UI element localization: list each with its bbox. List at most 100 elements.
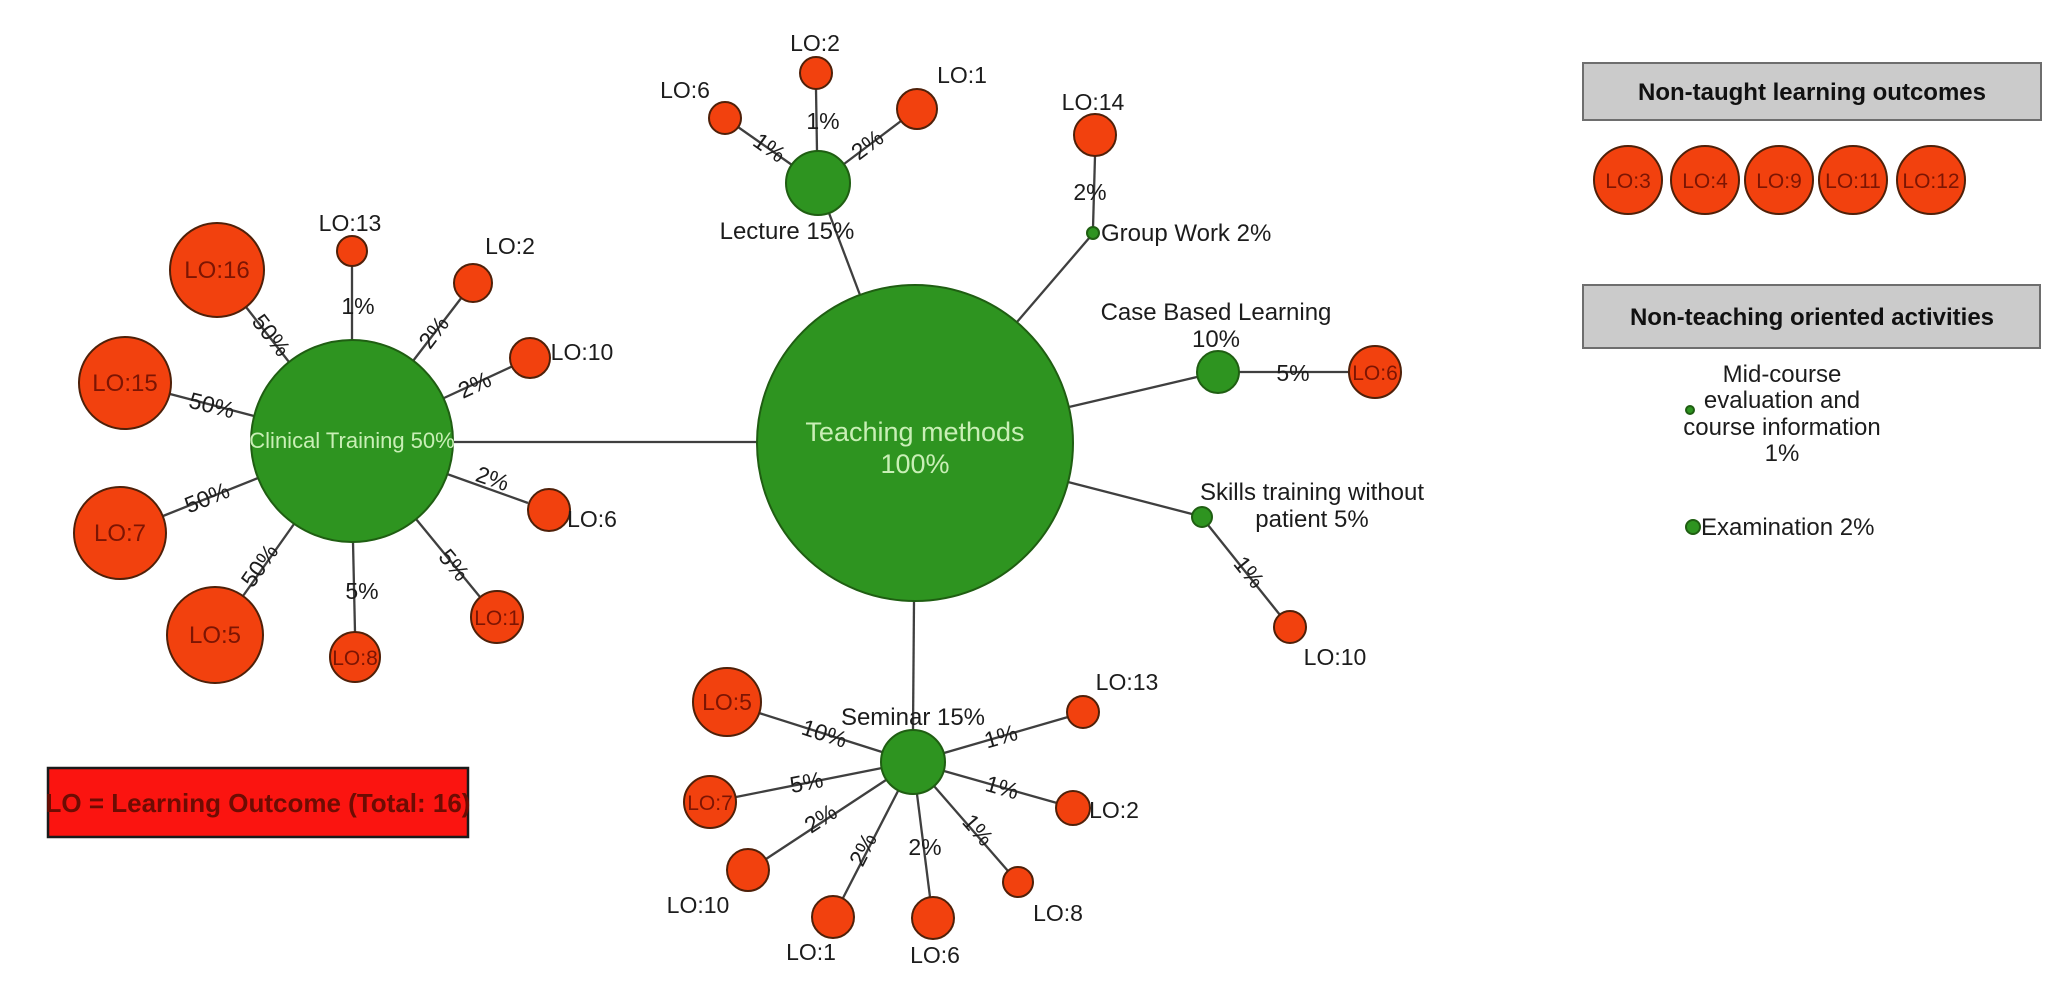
case-based-learning-label-line1: Case Based Learning xyxy=(1101,299,1332,326)
legend-box xyxy=(46,766,470,839)
edge-lecture-lo1 xyxy=(843,120,902,165)
clinical-lo10-pct: 2% xyxy=(454,366,495,404)
teaching-methods-label-line2: 100% xyxy=(880,449,949,479)
clinical-lo5-label: LO:5 xyxy=(189,622,241,649)
case-based-learning-label-line2: 10% xyxy=(1192,326,1240,353)
lecture-lo6-node xyxy=(708,101,742,135)
edge-teaching-groupwork xyxy=(1016,236,1091,323)
edge-clinical-lo1 xyxy=(415,518,481,598)
clinical-training-label: Clinical Training 50% xyxy=(249,428,454,453)
seminar-lo8-label: LO:8 xyxy=(1033,900,1083,926)
seminar-lo6-label: LO:6 xyxy=(910,942,960,968)
edge-teaching-casebased xyxy=(1068,375,1198,409)
skills-training-label-line1: Skills training without xyxy=(1200,479,1424,506)
skills-lo10-label: LO:10 xyxy=(1304,644,1367,670)
seminar-lo7-pct: 5% xyxy=(788,766,826,798)
clinical-lo5-node xyxy=(166,586,264,684)
lecture-lo2-pct: 1% xyxy=(806,108,839,134)
clinical-lo6-node xyxy=(527,488,571,532)
casebased-lo6-node xyxy=(1348,345,1402,399)
clinical-lo15-pct: 50% xyxy=(186,387,237,423)
mid-course-line3: course information xyxy=(1683,414,1880,441)
clinical-lo13-node xyxy=(336,235,368,267)
non-taught-lo12-label: LO:12 xyxy=(1902,170,1959,193)
lecture-lo1-node xyxy=(896,88,938,130)
group-work-label: Group Work 2% xyxy=(1101,220,1271,247)
edge-teaching-seminar xyxy=(911,600,916,731)
clinical-lo1-label: LO:1 xyxy=(474,607,520,630)
seminar-lo10-label: LO:10 xyxy=(667,892,730,918)
clinical-lo6-label: LO:6 xyxy=(567,506,617,532)
clinical-lo8-node xyxy=(329,631,381,683)
seminar-lo7-node xyxy=(683,775,737,829)
non-taught-lo3-label: LO:3 xyxy=(1605,170,1651,193)
clinical-lo7-label: LO:7 xyxy=(94,520,146,547)
mid-course-line1: Mid-course xyxy=(1723,361,1842,388)
lecture-node xyxy=(785,150,851,216)
seminar-lo1-label: LO:1 xyxy=(786,939,836,965)
edge-seminar-lo8 xyxy=(933,785,1009,872)
lecture-lo2-node xyxy=(799,56,833,90)
non-taught-lo11-label: LO:11 xyxy=(1825,170,1881,193)
edge-teaching-lecture xyxy=(827,212,862,296)
edge-lecture-lo2 xyxy=(814,88,819,152)
edge-teaching-skills xyxy=(1067,480,1193,516)
non-taught-lo9-node xyxy=(1744,145,1814,215)
non-taught-lo9-label: LO:9 xyxy=(1756,170,1802,193)
non-taught-title: Non-taught learning outcomes xyxy=(1638,79,1986,106)
seminar-lo2-pct: 1% xyxy=(983,770,1022,804)
skills-training-label-line2: patient 5% xyxy=(1255,506,1368,533)
skills-training-node xyxy=(1191,506,1213,528)
non-taught-lo3-node xyxy=(1593,145,1663,215)
edge-seminar-lo7 xyxy=(735,766,883,799)
seminar-lo8-node xyxy=(1002,866,1034,898)
seminar-lo5-label: LO:5 xyxy=(702,689,752,715)
edge-seminar-lo13 xyxy=(943,715,1069,755)
seminar-node xyxy=(880,729,946,795)
legend-text: LO = Learning Outcome (Total: 16) xyxy=(46,788,471,818)
non-taught-lo4-node xyxy=(1670,145,1740,215)
edge-clinical-lo8 xyxy=(351,541,357,633)
seminar-lo13-pct: 1% xyxy=(981,719,1020,753)
edge-clinical-lo5 xyxy=(242,523,295,597)
seminar-lo10-node xyxy=(726,848,770,892)
clinical-lo7-pct: 50% xyxy=(181,477,233,518)
edge-seminar-lo1 xyxy=(841,790,900,899)
clinical-lo16-label: LO:16 xyxy=(184,257,249,284)
mid-course-dot xyxy=(1685,405,1695,415)
non-teaching-header xyxy=(1582,284,2041,349)
edge-seminar-lo6 xyxy=(915,793,932,898)
edge-clinical-lo15 xyxy=(169,392,255,418)
clinical-lo13-pct: 1% xyxy=(341,293,374,319)
non-taught-header xyxy=(1582,62,2042,121)
casebased-lo6-pct: 5% xyxy=(1276,360,1309,386)
casebased-lo6-label: LO:6 xyxy=(1352,362,1398,385)
mid-course-line4: 1% xyxy=(1765,440,1800,467)
clinical-lo10-label: LO:10 xyxy=(551,339,614,365)
clinical-lo7-node xyxy=(73,486,167,580)
group-work-node xyxy=(1086,226,1100,240)
seminar-lo7-label: LO:7 xyxy=(687,792,733,815)
clinical-lo10-node xyxy=(509,337,551,379)
lecture-label: Lecture 15% xyxy=(720,218,855,245)
lecture-lo1-label: LO:1 xyxy=(937,62,987,88)
seminar-lo6-node xyxy=(911,896,955,940)
teaching-methods-node xyxy=(756,284,1074,602)
edge-groupwork-lo14 xyxy=(1091,155,1097,229)
clinical-lo16-node xyxy=(169,222,265,318)
seminar-label: Seminar 15% xyxy=(841,704,985,731)
clinical-lo1-pct: 5% xyxy=(433,544,474,586)
edge-seminar-lo10 xyxy=(765,779,887,860)
edge-seminar-lo2 xyxy=(943,769,1058,805)
seminar-lo1-node xyxy=(811,895,855,939)
examination-dot xyxy=(1685,519,1701,535)
seminar-lo13-node xyxy=(1066,695,1100,729)
clinical-lo15-node xyxy=(78,336,172,430)
clinical-lo5-pct: 50% xyxy=(236,539,284,592)
lecture-lo6-label: LO:6 xyxy=(660,77,710,103)
groupwork-lo14-pct: 2% xyxy=(1073,179,1106,205)
examination-label: Examination 2% xyxy=(1701,514,1874,541)
seminar-lo2-node xyxy=(1055,790,1091,826)
case-based-learning-node xyxy=(1196,350,1240,394)
